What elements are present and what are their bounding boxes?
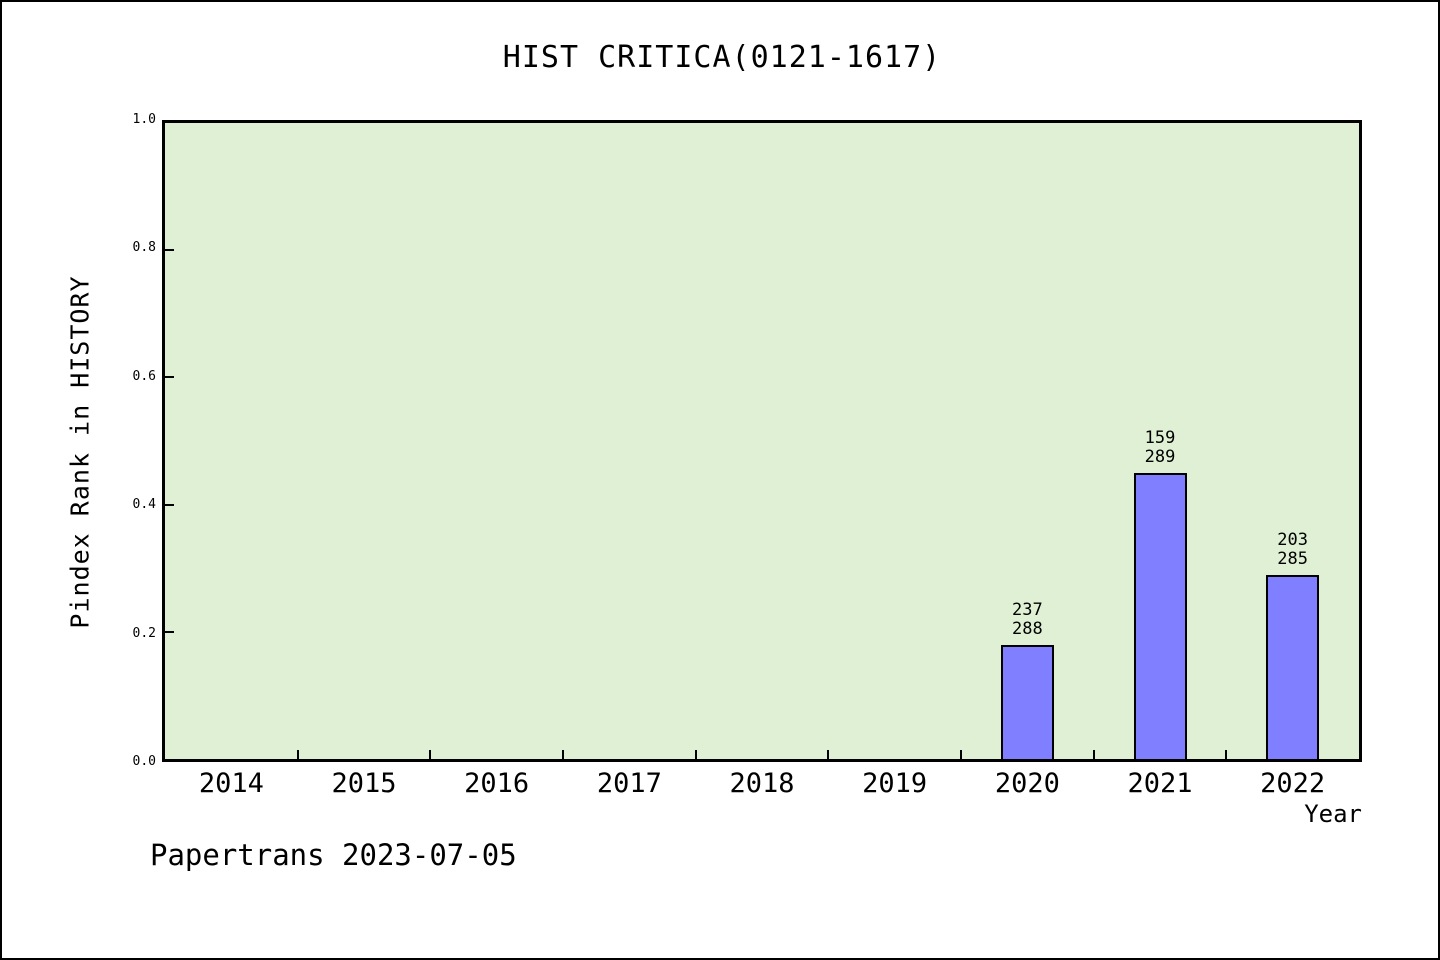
x-axis-label: Year	[1304, 800, 1362, 828]
y-tick-mark	[165, 376, 174, 379]
y-tick-mark	[165, 249, 174, 252]
x-tick-label: 2017	[596, 768, 662, 799]
x-tick-label: 2018	[729, 768, 795, 799]
x-tick-label: 2016	[464, 768, 530, 799]
bar	[1000, 644, 1054, 759]
y-tick-label: 0.6	[132, 368, 156, 384]
bar-value-label: 159 289	[1144, 427, 1176, 467]
y-tick-mark	[165, 630, 174, 633]
x-tick-mark	[694, 750, 697, 759]
y-tick-label: 0.0	[132, 754, 156, 769]
bar-value-label: 237 288	[1011, 599, 1043, 639]
y-tick-label: 0.2	[132, 625, 156, 641]
y-tick-label: 0.8	[132, 240, 156, 256]
x-tick-label: 2014	[198, 768, 264, 799]
x-tick-mark	[1225, 750, 1228, 759]
plot-inner: 237 288 159 289 203 285	[165, 123, 1359, 759]
x-tick-mark	[296, 750, 299, 759]
footer-note: Papertrans 2023-07-05	[150, 838, 517, 872]
x-tick-label: 2015	[331, 768, 397, 799]
y-axis-label: Pindex Rank in HISTORY	[65, 275, 95, 629]
x-tick-label: 2020	[994, 768, 1060, 799]
x-tick-mark	[562, 750, 564, 759]
plot-area: 237 288 159 289 203 285	[162, 120, 1362, 762]
y-tick-label: 1.0	[132, 112, 156, 127]
x-tick-mark	[960, 750, 962, 759]
x-tick-mark	[1092, 750, 1095, 759]
bar-value-label: 203 285	[1277, 529, 1309, 569]
x-tick-mark	[827, 750, 830, 759]
y-tick-mark	[165, 503, 174, 506]
x-tick-label: 2019	[862, 768, 928, 799]
bar	[1266, 574, 1320, 759]
x-tick-label: 2022	[1260, 768, 1326, 799]
y-tick-label: 0.4	[132, 497, 156, 513]
x-tick-mark	[429, 750, 432, 759]
x-tick-label: 2021	[1127, 768, 1193, 799]
chart-title: HIST CRITICA(0121-1617)	[502, 40, 942, 75]
bar	[1133, 472, 1187, 759]
